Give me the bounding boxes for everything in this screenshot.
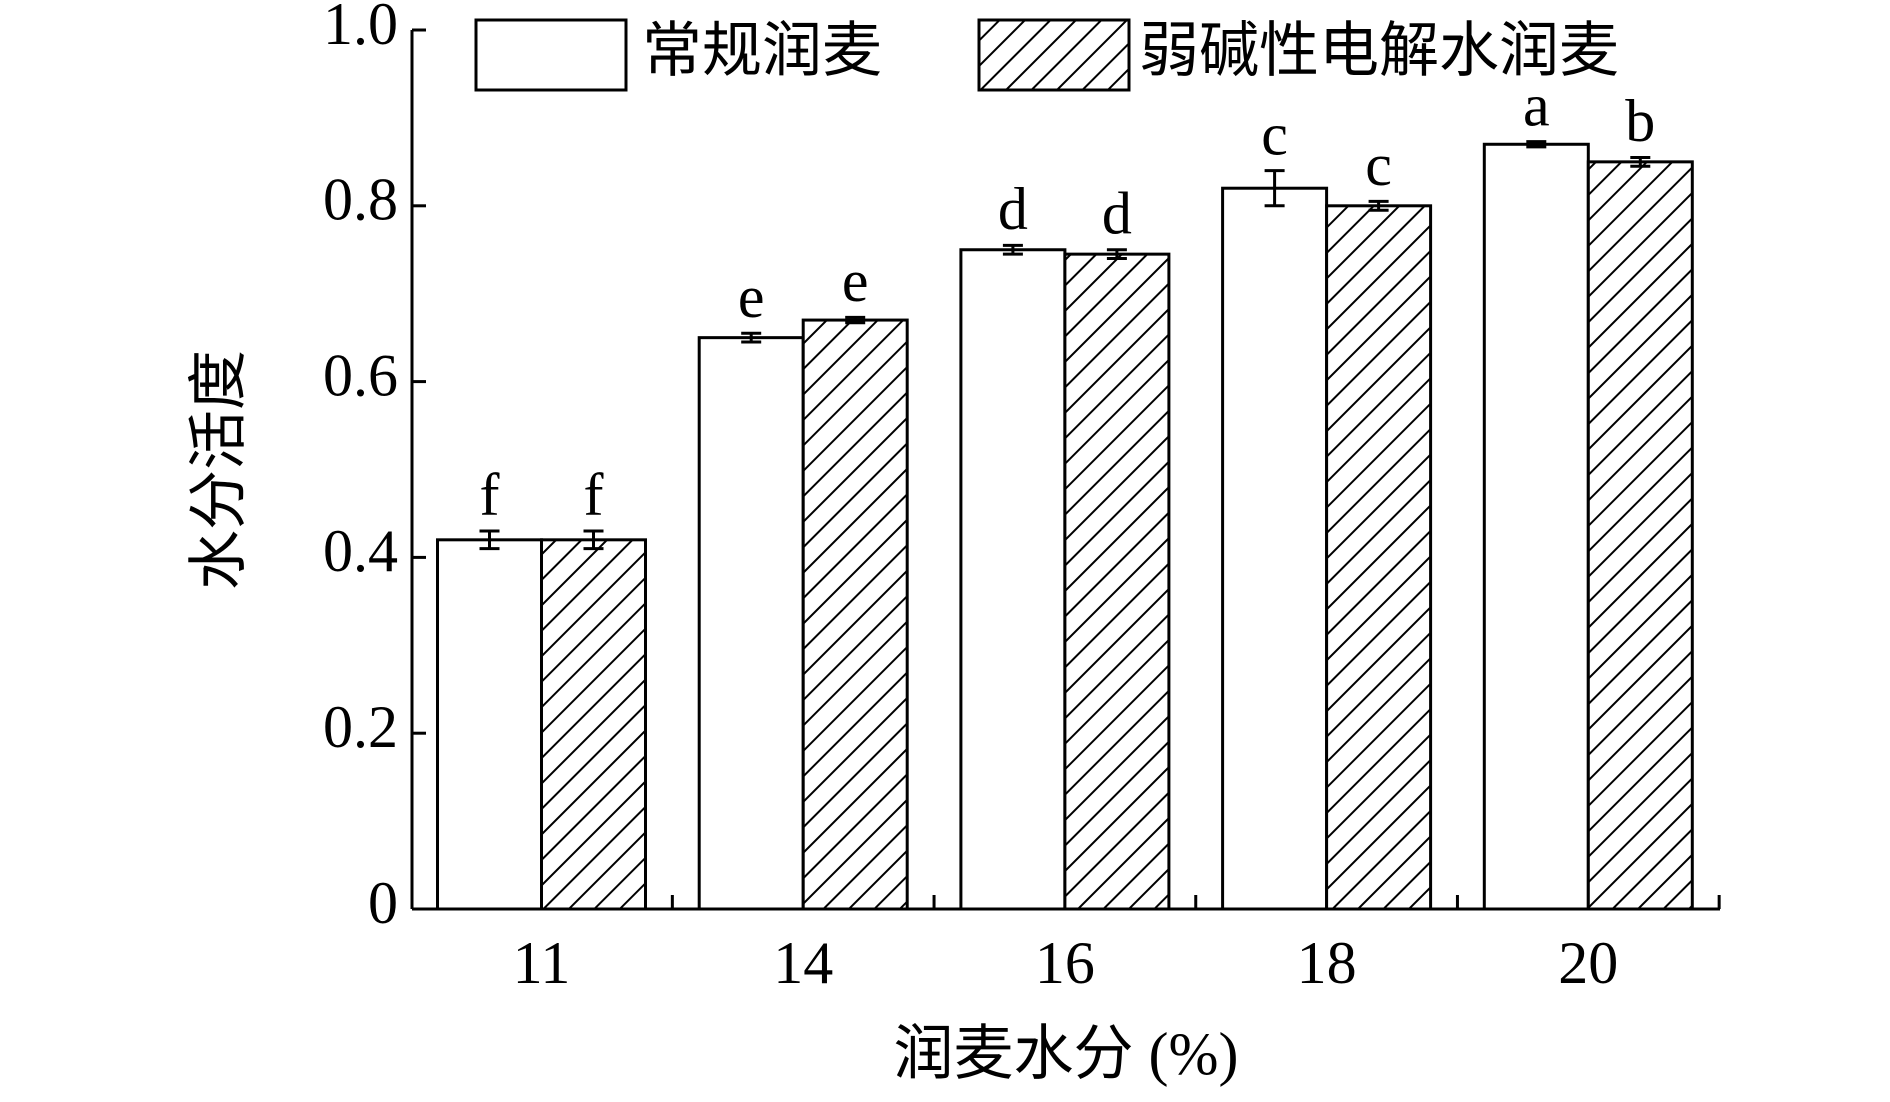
- legend-label: 常规润麦: [642, 18, 882, 84]
- error-bar: [1630, 155, 1651, 168]
- legend-label: 弱碱性电解水润麦: [1139, 18, 1619, 84]
- bar: [697, 336, 805, 911]
- error-bar: [741, 331, 762, 344]
- x-axis-label: 润麦水分 (%): [894, 1021, 1239, 1087]
- error-bar: [479, 529, 500, 551]
- significance-letter: c: [1261, 101, 1288, 167]
- bar: [1325, 204, 1433, 911]
- x-tick-label: 20: [1558, 930, 1618, 996]
- significance-letter: e: [738, 264, 765, 330]
- x-tick-label: 16: [1035, 930, 1095, 996]
- x-tick-label: 18: [1297, 930, 1357, 996]
- bar: [1482, 142, 1590, 911]
- error-bar: [1264, 169, 1285, 208]
- bar: [801, 318, 909, 911]
- bar: [540, 538, 647, 911]
- error-bar: [1368, 199, 1389, 212]
- y-tick-label: 0.4: [323, 518, 398, 584]
- bar: [1063, 252, 1171, 911]
- y-tick-label: 0: [368, 870, 398, 936]
- significance-letter: f: [584, 462, 604, 528]
- error-bar: [1002, 243, 1023, 256]
- significance-letter: f: [480, 462, 500, 528]
- bar: [436, 538, 543, 911]
- legend-swatch: [977, 18, 1131, 92]
- error-bar: [1526, 140, 1547, 149]
- error-bar: [1106, 248, 1127, 261]
- y-tick-label: 0.8: [323, 167, 398, 233]
- y-tick-label: 0.6: [323, 342, 398, 408]
- bar: [959, 248, 1067, 911]
- legend-swatch: [474, 18, 628, 92]
- y-axis-label: 水分活度: [186, 350, 252, 590]
- significance-letter: e: [842, 248, 869, 314]
- significance-letter: d: [1102, 181, 1132, 247]
- significance-letter: b: [1625, 88, 1655, 154]
- y-tick-label: 1.0: [323, 0, 398, 57]
- significance-letter: d: [998, 176, 1028, 242]
- bar: [1221, 186, 1329, 911]
- significance-letter: a: [1523, 72, 1550, 138]
- y-tick-label: 0.2: [323, 694, 398, 760]
- x-tick-label: 11: [513, 930, 571, 996]
- x-tick-label: 14: [773, 930, 833, 996]
- error-bar: [845, 315, 866, 325]
- error-bar: [583, 529, 604, 551]
- bar: [1586, 160, 1694, 911]
- significance-letter: c: [1365, 132, 1392, 198]
